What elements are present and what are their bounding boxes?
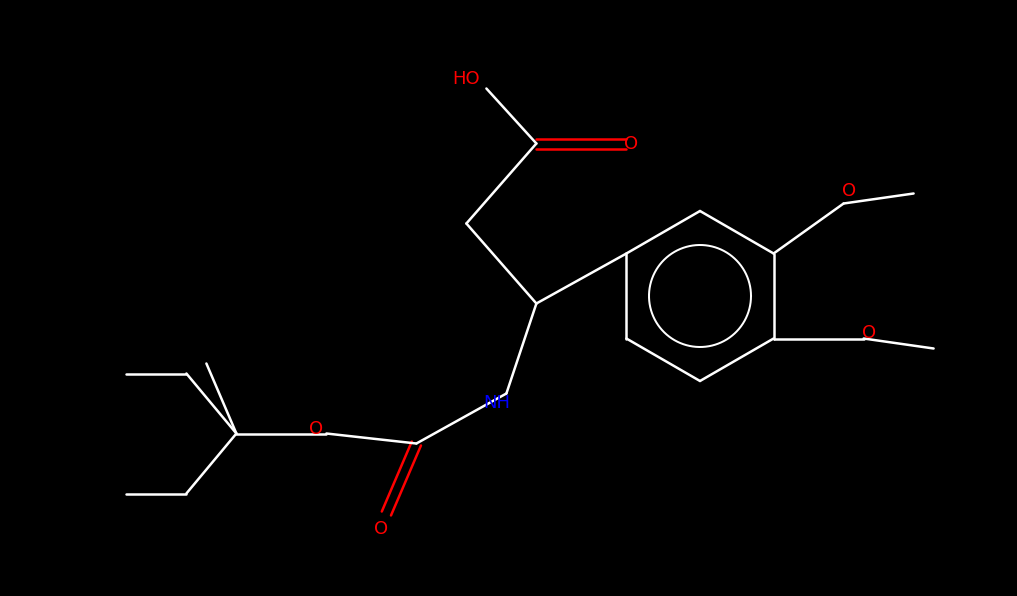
Text: HO: HO	[453, 70, 480, 88]
Text: O: O	[374, 520, 388, 538]
Text: NH: NH	[483, 395, 510, 412]
Text: O: O	[861, 324, 876, 343]
Text: O: O	[309, 420, 323, 437]
Text: O: O	[841, 182, 855, 200]
Text: O: O	[624, 135, 639, 153]
